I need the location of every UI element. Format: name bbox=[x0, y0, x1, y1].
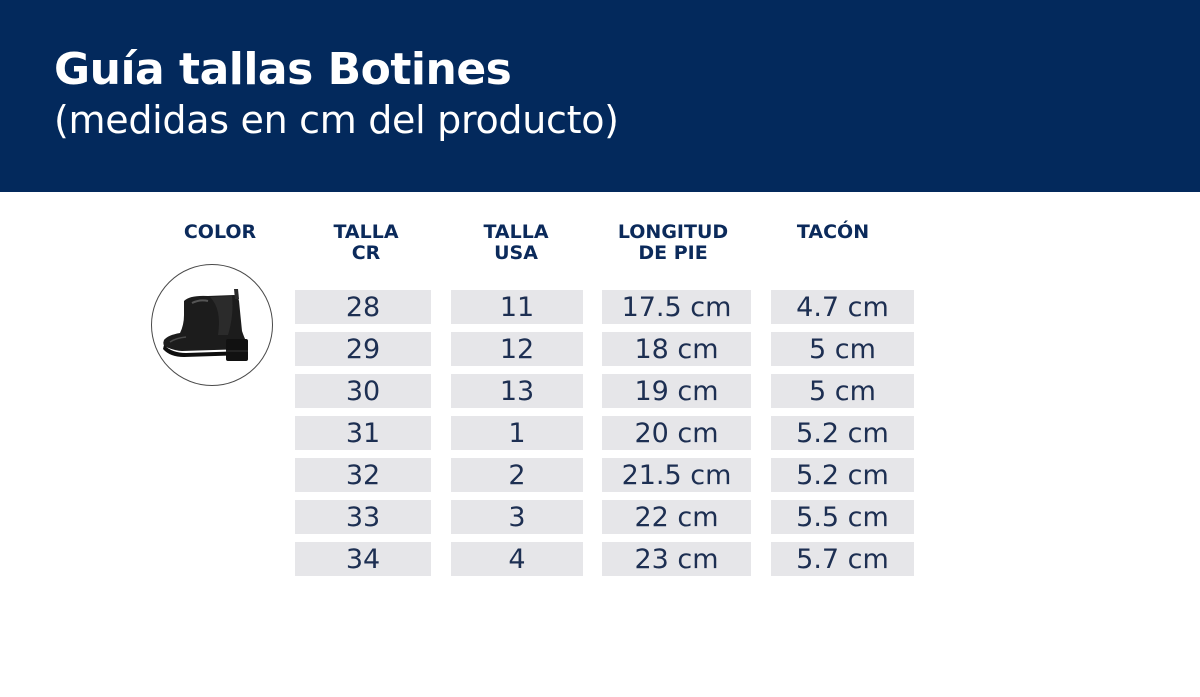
col-header-talla-cr: TALLA CR bbox=[333, 221, 399, 264]
cell-tacon: 5.5 cm bbox=[771, 500, 914, 534]
cell-tacon: 5.2 cm bbox=[771, 416, 914, 450]
cell-longitud: 20 cm bbox=[602, 416, 751, 450]
cell-tacon: 5.2 cm bbox=[771, 458, 914, 492]
cell-longitud: 17.5 cm bbox=[602, 290, 751, 324]
cell-tacon: 5 cm bbox=[771, 332, 914, 366]
cell-longitud: 19 cm bbox=[602, 374, 751, 408]
cell-tacon: 5 cm bbox=[771, 374, 914, 408]
cell-tacon: 5.7 cm bbox=[771, 542, 914, 576]
cell-talla-usa: 13 bbox=[451, 374, 583, 408]
cell-talla-cr: 34 bbox=[295, 542, 431, 576]
cell-talla-usa: 2 bbox=[451, 458, 583, 492]
cell-talla-cr: 32 bbox=[295, 458, 431, 492]
cell-longitud: 18 cm bbox=[602, 332, 751, 366]
col-header-tacon: TACÓN bbox=[796, 221, 870, 243]
cell-longitud: 22 cm bbox=[602, 500, 751, 534]
cell-talla-usa: 12 bbox=[451, 332, 583, 366]
header-banner: Guía tallas Botines (medidas en cm del p… bbox=[0, 0, 1200, 192]
cell-talla-cr: 33 bbox=[295, 500, 431, 534]
cell-talla-cr: 31 bbox=[295, 416, 431, 450]
cell-talla-usa: 4 bbox=[451, 542, 583, 576]
cell-talla-usa: 1 bbox=[451, 416, 583, 450]
product-photo bbox=[151, 264, 273, 386]
cell-talla-usa: 11 bbox=[451, 290, 583, 324]
page-title: Guía tallas Botines bbox=[54, 44, 512, 95]
ankle-boot-icon bbox=[163, 289, 248, 361]
cell-longitud: 21.5 cm bbox=[602, 458, 751, 492]
cell-tacon: 4.7 cm bbox=[771, 290, 914, 324]
cell-talla-cr: 29 bbox=[295, 332, 431, 366]
cell-talla-usa: 3 bbox=[451, 500, 583, 534]
cell-talla-cr: 28 bbox=[295, 290, 431, 324]
page-subtitle: (medidas en cm del producto) bbox=[54, 98, 619, 142]
col-header-longitud: LONGITUD DE PIE bbox=[617, 221, 729, 264]
cell-talla-cr: 30 bbox=[295, 374, 431, 408]
col-header-talla-usa: TALLA USA bbox=[483, 221, 549, 264]
cell-longitud: 23 cm bbox=[602, 542, 751, 576]
col-header-color: COLOR bbox=[183, 221, 257, 243]
